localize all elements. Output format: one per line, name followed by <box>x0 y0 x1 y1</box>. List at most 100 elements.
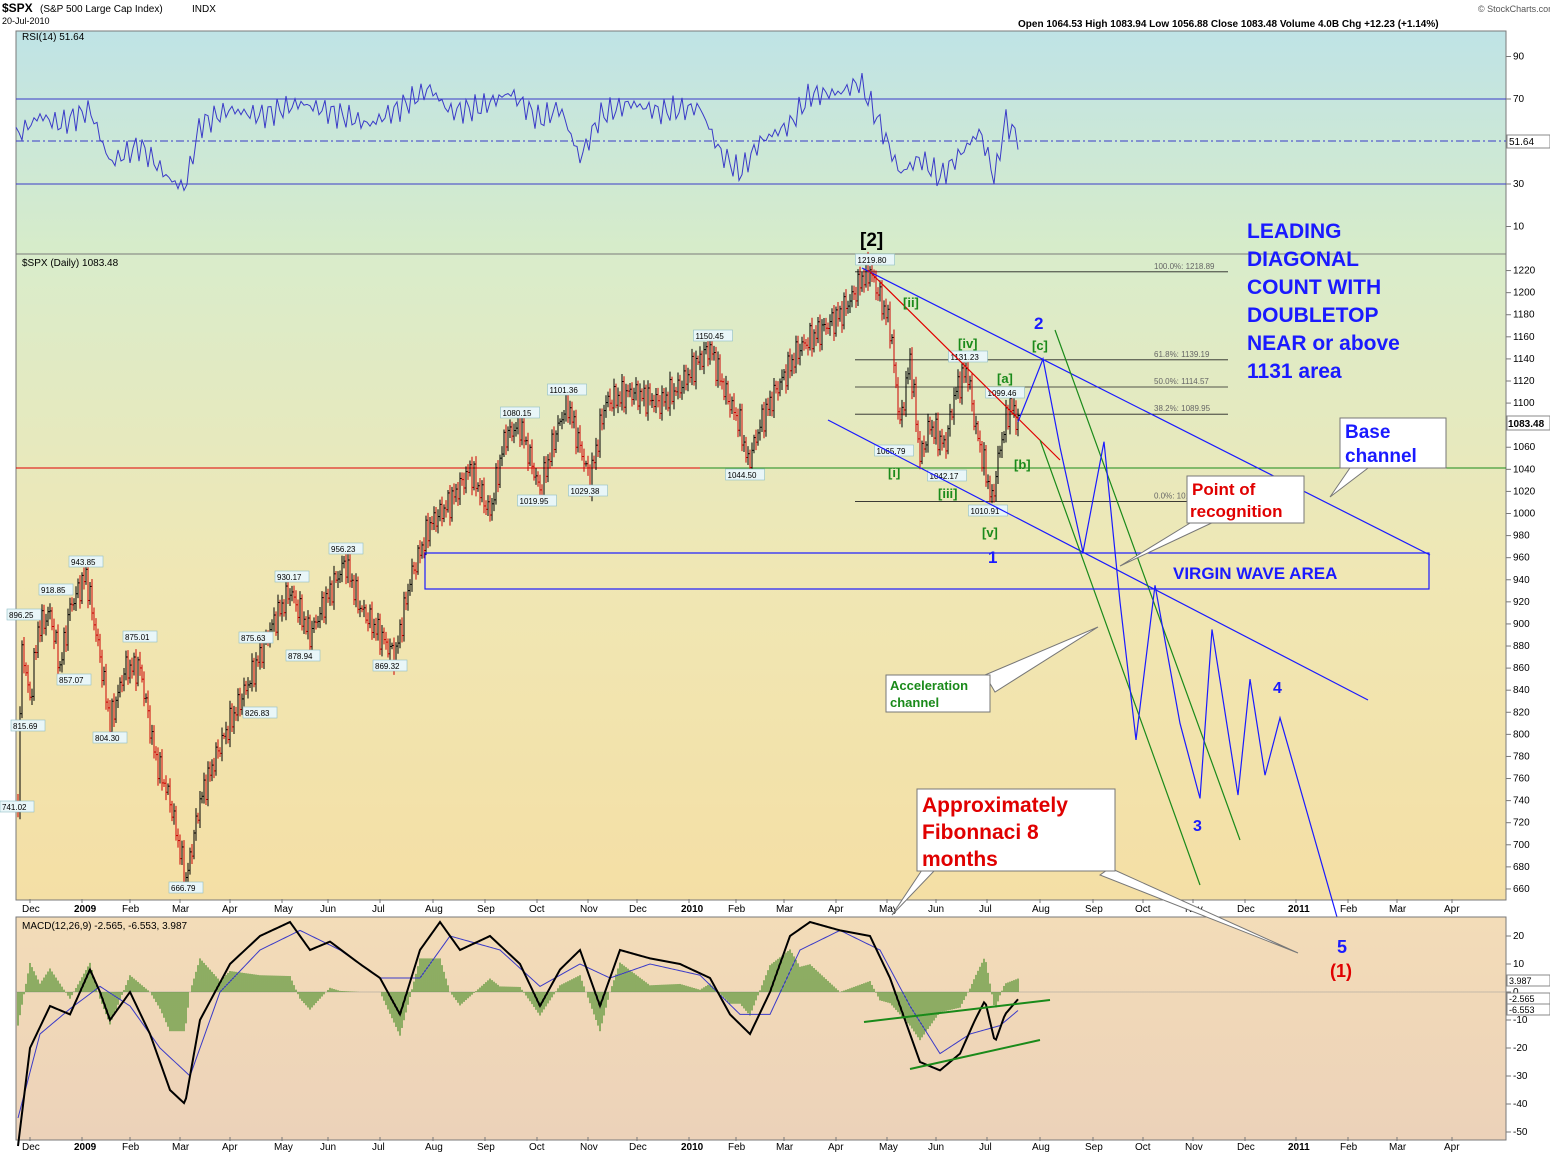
macd-hist-value: 3.987 <box>1509 976 1532 986</box>
price-x-tick-label: Feb <box>122 904 140 915</box>
price-x-tick-label: Jul <box>979 904 992 915</box>
price-x-tick-label: Jun <box>928 904 944 915</box>
wave-v-label: [v] <box>982 525 998 540</box>
price-x-tick-label: Apr <box>1444 904 1460 915</box>
wave-a-label: [a] <box>997 371 1013 386</box>
data-label-box <box>874 444 914 457</box>
wave-2-bracket-label: [2] <box>860 230 883 251</box>
price-x-tick-label: Sep <box>1085 904 1103 915</box>
wave-2-trendline-red <box>867 269 1061 461</box>
price-tick-label: 940 <box>1513 575 1530 586</box>
data-label-box <box>92 731 128 744</box>
macd-x-tick-label: Oct <box>529 1142 545 1153</box>
data-label-box <box>0 800 35 813</box>
wave-5-label: 5 <box>1337 937 1347 957</box>
data-label: 1065.79 <box>877 447 906 456</box>
data-label: 804.30 <box>95 734 120 743</box>
data-label-box <box>6 608 42 621</box>
macd-x-tick-label: Oct <box>1135 1142 1151 1153</box>
macd-x-tick-label: Nov <box>580 1142 598 1153</box>
macd-x-tick-label: 2011 <box>1288 1142 1310 1153</box>
rsi-label: RSI(14) 51.64 <box>22 32 85 43</box>
svg-text:Point of: Point of <box>1192 480 1256 499</box>
wave-1-primary-label: (1) <box>1330 961 1352 981</box>
data-label-box <box>328 542 364 555</box>
macd-x-tick-label: May <box>274 1142 293 1153</box>
rsi-last-value: 51.64 <box>1509 137 1534 148</box>
data-label-box <box>10 719 46 732</box>
macd-x-tick-label: Apr <box>828 1142 844 1153</box>
price-tick-label: 1200 <box>1513 288 1536 299</box>
macd-signal-value: -6.553 <box>1509 1005 1535 1015</box>
price-x-tick-label: Feb <box>728 904 746 915</box>
rsi-tick-label: 10 <box>1513 222 1525 233</box>
price-x-tick-label: Jul <box>372 904 385 915</box>
svg-text:Fibonnaci 8: Fibonnaci 8 <box>922 821 1039 844</box>
price-tick-label: 960 <box>1513 553 1530 564</box>
price-tick-label: 820 <box>1513 707 1530 718</box>
macd-x-tick-label: Jun <box>928 1142 944 1153</box>
wave-iii-label: [iii] <box>938 486 958 501</box>
data-label-box <box>547 383 587 396</box>
price-x-tick-label: Mar <box>1389 904 1407 915</box>
macd-x-tick-label: Sep <box>1085 1142 1103 1153</box>
price-x-tick-label: Sep <box>477 904 495 915</box>
fib-label: 0.0%: 1010.91 <box>1154 491 1206 500</box>
price-x-tick-label: Aug <box>425 904 443 915</box>
virgin-wave-area-box <box>424 552 1430 590</box>
data-label-box <box>725 468 765 481</box>
price-tick-label: 1040 <box>1513 464 1536 475</box>
macd-x-tick-label: Aug <box>1032 1142 1050 1153</box>
price-x-tick-label: Apr <box>828 904 844 915</box>
wave-2-label: 2 <box>1034 314 1043 333</box>
data-label: 1150.45 <box>696 332 725 341</box>
price-tick-label: 1220 <box>1513 266 1536 277</box>
data-label: 826.83 <box>245 709 270 718</box>
svg-text:DOUBLETOP: DOUBLETOP <box>1247 304 1378 327</box>
macd-x-tick-label: Dec <box>22 1142 40 1153</box>
data-label: 857.07 <box>59 676 84 685</box>
price-tick-label: 1060 <box>1513 442 1536 453</box>
price-tick-label: 660 <box>1513 884 1530 895</box>
macd-signal-line <box>17 929 1019 1119</box>
fib8-callout <box>916 788 1116 872</box>
data-label: 943.85 <box>71 558 96 567</box>
data-label: 1042.17 <box>930 472 959 481</box>
data-label: 1044.50 <box>728 471 757 480</box>
macd-x-tick-label: Jul <box>979 1142 992 1153</box>
data-label: 1131.23 <box>951 353 980 362</box>
data-label: 875.63 <box>241 634 266 643</box>
price-tick-label: 700 <box>1513 840 1530 851</box>
macd-x-tick-label: Mar <box>1389 1142 1407 1153</box>
macd-x-tick-label: Aug <box>425 1142 443 1153</box>
price-tick-label: 860 <box>1513 663 1530 674</box>
price-tick-label: 840 <box>1513 685 1530 696</box>
base-channel-upper <box>861 267 1431 556</box>
data-label-box <box>568 484 608 497</box>
macd-x-tick-label: Jul <box>372 1142 385 1153</box>
macd-value: -2.565 <box>1509 994 1535 1004</box>
data-label: 815.69 <box>13 722 38 731</box>
header-copyright: © StockCharts.com <box>1478 4 1550 14</box>
macd-tick-label: -20 <box>1513 1043 1528 1054</box>
price-tick-label: 1020 <box>1513 486 1536 497</box>
data-label-box <box>122 630 158 643</box>
price-x-tick-label: May <box>879 904 898 915</box>
price-x-tick-label: Nov <box>580 904 598 915</box>
price-x-tick-label: Oct <box>1135 904 1151 915</box>
data-label: 1080.15 <box>503 409 532 418</box>
macd-label: MACD(12,26,9) -2.565, -6.553, 3.987 <box>22 921 188 932</box>
data-label: 930.17 <box>277 573 302 582</box>
acceleration-callout <box>885 674 991 713</box>
svg-text:DIAGONAL: DIAGONAL <box>1247 248 1359 271</box>
price-tick-label: 920 <box>1513 597 1530 608</box>
wave-1-label: 1 <box>988 548 997 567</box>
macd-trendline-upper <box>863 999 1051 1023</box>
wave-iv-label: [iv] <box>958 336 978 351</box>
data-label-box <box>517 494 557 507</box>
data-label: 918.85 <box>41 586 66 595</box>
data-label-box <box>985 386 1025 399</box>
price-x-tick-label: Apr <box>222 904 238 915</box>
data-label: 875.01 <box>125 633 150 642</box>
macd-x-tick-label: 2009 <box>74 1142 97 1153</box>
